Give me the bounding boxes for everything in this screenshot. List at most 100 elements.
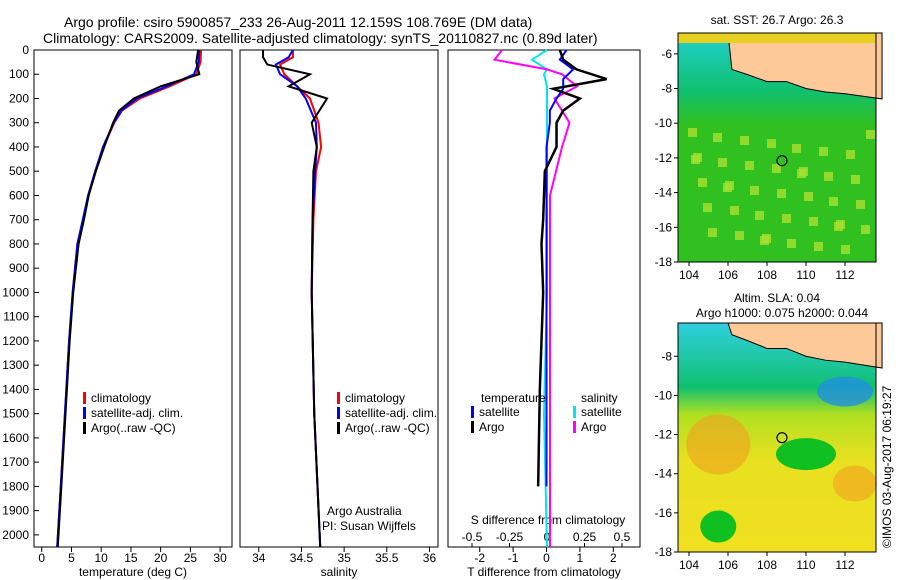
map-warm-patch xyxy=(730,206,739,215)
map-warm-patch xyxy=(782,214,791,223)
series-climatology xyxy=(56,49,203,548)
lat-tick-label: -8 xyxy=(661,82,672,96)
map-warm-patch xyxy=(866,130,875,139)
map-warm-patch xyxy=(824,172,833,181)
map-warm-patch xyxy=(861,225,870,234)
lon-tick-label: 112 xyxy=(835,558,854,572)
legend-swatch xyxy=(83,422,86,434)
lon-tick-label: 106 xyxy=(718,268,738,282)
legend-label: climatology xyxy=(91,391,151,405)
lat-tick-label: -14 xyxy=(655,186,673,200)
annotation: Argo Australia xyxy=(327,504,402,518)
map-warm-patch xyxy=(691,155,700,164)
legend-swatch xyxy=(471,406,474,418)
y-tick-label: 1600 xyxy=(2,431,29,445)
legend-swatch xyxy=(573,406,576,418)
legend-swatch xyxy=(337,392,340,404)
lat-tick-label: -16 xyxy=(655,506,673,520)
legend-title: salinity xyxy=(581,391,618,405)
legend-swatch xyxy=(573,421,576,433)
map-low-patch xyxy=(776,438,836,471)
lat-tick-label: -18 xyxy=(655,545,673,559)
java-landmass xyxy=(727,32,883,100)
lon-tick-label: 110 xyxy=(796,268,815,282)
legend-label: Argo xyxy=(479,420,505,434)
y-tick-label: 500 xyxy=(9,164,29,178)
annotation: PI: Susan Wijffels xyxy=(322,519,416,533)
x2-axis-label: S difference from climatology xyxy=(471,513,626,527)
y-tick-label: 2000 xyxy=(2,528,29,542)
imos-credit: ©IMOS 03-Aug-2017 06:19:27 xyxy=(880,385,894,548)
title-line-2: Climatology: CARS2009. Satellite-adjuste… xyxy=(43,30,598,46)
map-warm-patch xyxy=(723,183,732,192)
map-warm-patch xyxy=(688,128,697,137)
map-warm-patch xyxy=(834,222,843,231)
map-warm-patch xyxy=(750,186,759,195)
legend-label: Argo xyxy=(581,420,607,434)
series-Argo(..raw -QC) xyxy=(56,49,201,548)
x-tick-label: 1 xyxy=(577,551,584,565)
y-tick-label: 700 xyxy=(9,213,29,227)
legend-swatch xyxy=(83,407,86,419)
y-tick-label: 1100 xyxy=(3,310,29,324)
x-tick-label: 15 xyxy=(124,551,138,565)
y-tick-label: 1300 xyxy=(2,358,29,372)
series-satellite-adj. clim. xyxy=(274,49,322,548)
y-tick-label: 1500 xyxy=(2,407,29,421)
x2-tick-label: 0.5 xyxy=(614,530,631,544)
x-tick-label: 34 xyxy=(252,551,266,565)
series-temperature-argo xyxy=(536,49,607,487)
legend-label: Argo(..raw -QC) xyxy=(91,421,176,435)
map-warm-patch xyxy=(846,150,855,159)
legend-label: Argo(..raw -QC) xyxy=(345,421,430,435)
lon-tick-label: 110 xyxy=(796,558,815,572)
legend-title: temperature xyxy=(481,391,546,405)
map-warm-patch xyxy=(698,178,707,187)
x-tick-label: 10 xyxy=(95,551,109,565)
lat-tick-label: -16 xyxy=(655,220,673,234)
x-tick-label: 34.5 xyxy=(290,551,314,565)
map-high-patch xyxy=(832,465,877,502)
series-temperature-satellite xyxy=(545,49,575,487)
y-tick-label: 300 xyxy=(9,116,29,130)
x2-tick-label: 0.25 xyxy=(573,530,597,544)
map-warm-patch xyxy=(814,242,823,251)
y-tick-label: 1900 xyxy=(2,504,29,518)
lon-tick-label: 104 xyxy=(679,268,699,282)
lon-tick-label: 108 xyxy=(757,268,777,282)
map-title: sat. SST: 26.7 Argo: 26.3 xyxy=(711,13,844,27)
y-tick-label: 1700 xyxy=(2,455,29,469)
lat-tick-label: -8 xyxy=(661,349,672,363)
argo-location-marker xyxy=(776,432,788,444)
map-warm-patch xyxy=(735,231,744,240)
panel-frame xyxy=(239,49,439,548)
x2-tick-label: -0.5 xyxy=(462,530,483,544)
legend-label: satellite-adj. clim. xyxy=(345,406,437,420)
x-tick-label: 5 xyxy=(68,551,75,565)
lat-tick-label: -18 xyxy=(655,255,673,269)
map-warm-patch xyxy=(777,189,786,198)
legend-swatch xyxy=(83,392,86,404)
lon-tick-label: 104 xyxy=(679,558,699,572)
y-tick-label: 900 xyxy=(9,261,29,275)
legend-label: satellite-adj. clim. xyxy=(91,406,183,420)
y-tick-label: 1000 xyxy=(2,285,29,299)
x-axis-label: salinity xyxy=(321,565,358,579)
x-axis-label: T difference from climatology xyxy=(467,565,621,579)
map-warm-patch xyxy=(740,136,749,145)
map-title: Altim. SLA: 0.04 xyxy=(734,291,820,305)
y-tick-label: 0 xyxy=(22,43,29,57)
map-warm-patch xyxy=(760,236,769,245)
map-warm-patch xyxy=(718,158,727,167)
panel-frame xyxy=(447,49,641,548)
lon-tick-label: 106 xyxy=(718,558,738,572)
y-tick-label: 100 xyxy=(9,67,29,81)
map-warm-patch xyxy=(772,164,781,173)
x-tick-label: 25 xyxy=(184,551,198,565)
x2-tick-label: -0.25 xyxy=(496,530,524,544)
map-warm-patch xyxy=(745,161,754,170)
series-salinity-argo xyxy=(492,49,579,547)
map-warm-patch xyxy=(708,228,717,237)
legend-swatch xyxy=(337,422,340,434)
legend-swatch xyxy=(471,421,474,433)
